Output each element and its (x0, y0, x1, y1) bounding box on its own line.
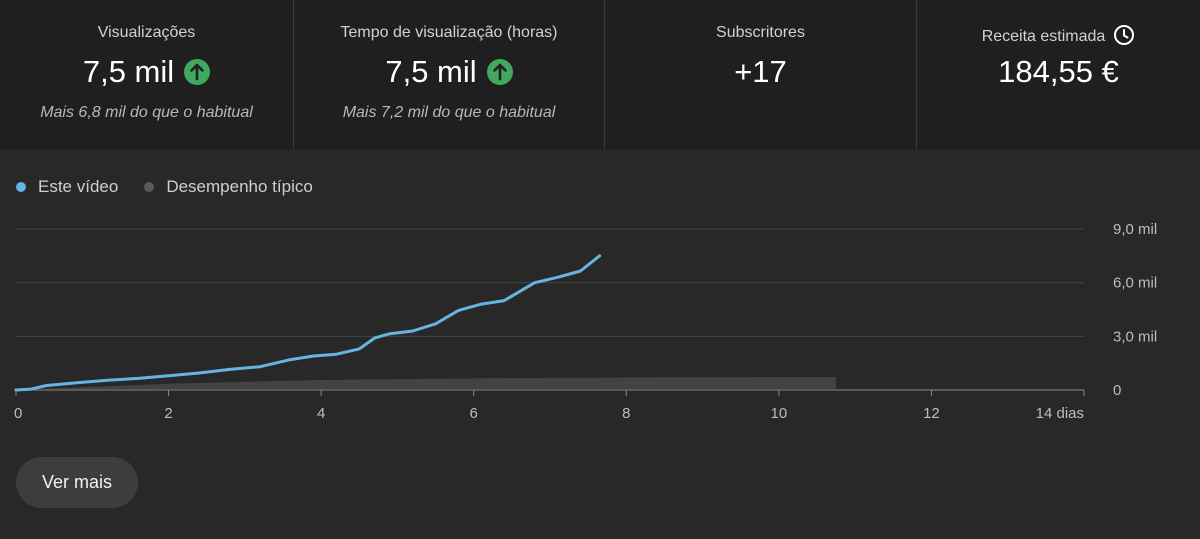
metric-value-row: 7,5 mil (0, 50, 293, 94)
x-tick-label: 8 (622, 405, 630, 422)
metric-note: Mais 6,8 mil do que o habitual (40, 104, 253, 121)
x-tick-label: 12 (923, 405, 940, 422)
series-typical-band (16, 377, 837, 390)
metric-title: Receita estimada (981, 28, 1106, 45)
metric-card-subscribers[interactable]: Subscritores +17 (604, 0, 916, 150)
see-more-button[interactable]: Ver mais (16, 457, 138, 508)
metric-card-revenue[interactable]: Receita estimada 184,55 € (916, 0, 1200, 150)
legend-item-typical[interactable]: Desempenho típico (144, 177, 313, 197)
metric-cards: Visualizações 7,5 mil Mais 6,8 mil do qu… (0, 0, 1200, 150)
metric-title-row: Receita estimada (917, 24, 1200, 46)
series-this-video-line (14, 254, 602, 392)
legend-item-this-video[interactable]: Este vídeo (16, 177, 118, 197)
y-tick-label: 6,0 mil (1113, 275, 1157, 292)
metric-value-row: +17 (605, 50, 916, 94)
y-tick-label: 3,0 mil (1113, 328, 1157, 345)
metric-note: Mais 7,2 mil do que o habitual (342, 104, 556, 121)
metric-value: 7,5 mil (385, 54, 477, 89)
y-tick-label: 0 (1113, 382, 1121, 399)
x-tick-label: 6 (470, 405, 478, 422)
metric-title: Visualizações (97, 24, 196, 41)
legend-dot-icon (144, 182, 155, 192)
x-tick-label: 2 (164, 405, 172, 422)
legend-dot-icon (16, 182, 26, 192)
metric-value: 7,5 mil (82, 54, 175, 89)
x-tick-label: 4 (317, 405, 325, 422)
metric-card-views[interactable]: Visualizações 7,5 mil Mais 6,8 mil do qu… (0, 0, 293, 150)
metric-title: Subscritores (716, 24, 805, 41)
metric-title: Tempo de visualização (horas) (340, 24, 558, 41)
x-tick-label: 14 dias (1036, 405, 1084, 422)
views-chart[interactable]: 0 3,0 mil 6,0 mil 9,0 mil 0 2 4 6 8 10 12 14 dias (0, 210, 1200, 430)
y-tick-label: 9,0 mil (1113, 221, 1157, 238)
clock-icon[interactable] (1113, 24, 1135, 46)
metric-card-watch-time[interactable]: Tempo de visualização (horas) 7,5 mil Ma… (293, 0, 604, 150)
arrow-up-circle-icon (184, 59, 211, 85)
metric-value-row: 7,5 mil (294, 50, 604, 94)
legend-label: Desempenho típico (166, 177, 313, 196)
metric-value-row: 184,55 € (917, 50, 1200, 94)
legend-label: Este vídeo (38, 177, 119, 196)
arrow-up-circle-icon (486, 59, 513, 85)
x-tick-label: 10 (771, 405, 788, 422)
x-tick-label: 0 (14, 405, 22, 422)
chart-legend: Este vídeo Desempenho típico (16, 177, 339, 197)
metric-value: 184,55 € (998, 54, 1119, 89)
metric-value: +17 (734, 54, 787, 89)
